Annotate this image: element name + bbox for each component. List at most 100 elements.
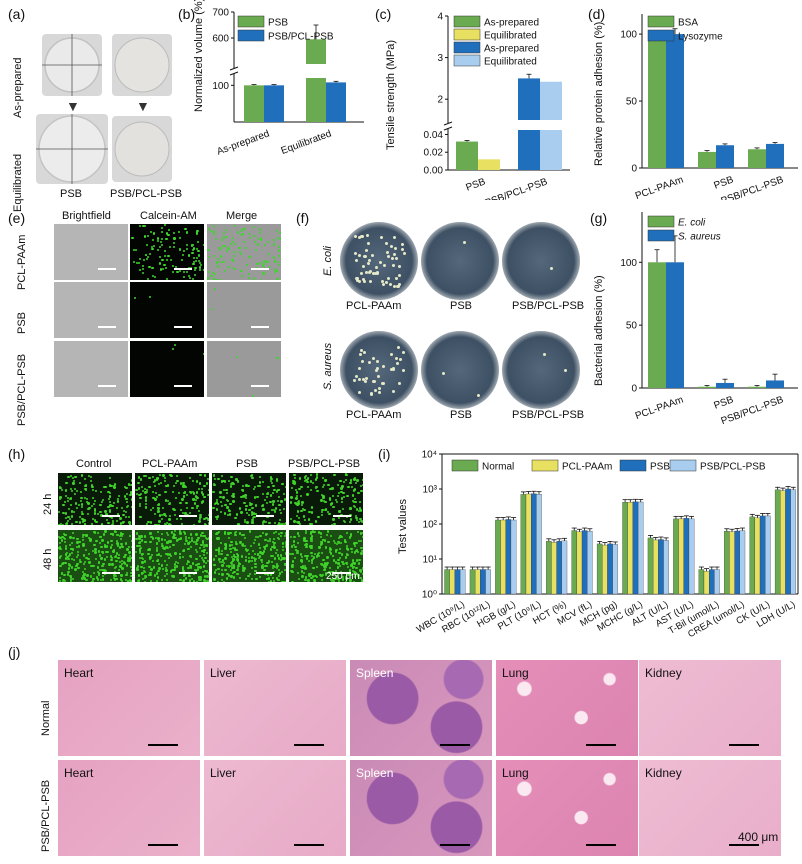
chart-g-ytick-label: 100	[620, 258, 637, 269]
chart-i-bar-psb-pcl-psb-alt-u-l	[663, 540, 669, 595]
chart-g-y-title: Bacterial adhesion (%)	[593, 275, 605, 386]
chart-g-legend-s-aureus-swatch	[647, 229, 675, 242]
chart-c-x-label-psb-pcl-psb: PSB/PCL-PSB	[484, 176, 550, 200]
tissue-label-liver: Liver	[210, 666, 237, 680]
micrograph-brightfield-pcl-psb	[54, 341, 128, 397]
chart-i-bar-normal-rbc-10-l	[469, 569, 476, 595]
petri-dish-ecoli-pcl-psb	[502, 222, 580, 300]
petri-dish-ecoli-pcl-paam	[340, 222, 418, 300]
chart-c-legend-1-swatch	[453, 28, 481, 41]
chart-b-ytick-label: 100	[212, 81, 229, 92]
chart-i-bar-pcl-paam-alt-u-l	[652, 539, 659, 595]
scale-bar	[174, 268, 192, 270]
chart-i-bar-psb-pcl-psb-t-bil-umol-l	[714, 569, 720, 595]
scale-bar	[294, 744, 324, 746]
panel-f-col-label-psb-top: PSB	[450, 300, 473, 312]
petri-dish-ecoli-psb	[421, 222, 499, 300]
micrograph-calcein-pcl-psb	[130, 341, 204, 397]
panel-j-row-label-normal: Normal	[40, 700, 52, 736]
chart-c-legend-2-label: As-prepared	[484, 44, 539, 55]
chart-i-bar-pcl-paam-crea-umol-l	[729, 531, 735, 595]
chart-i-bar-psb-mchc-g-l	[632, 501, 639, 595]
scale-bar	[729, 844, 759, 846]
chart-i-bar-pcl-paam-ast-u-l	[678, 518, 684, 595]
panel-c-label: (c)	[375, 6, 392, 22]
chart-i-bar-psb-pcl-psb-rbc-10-l	[485, 569, 491, 595]
scale-bar	[148, 744, 178, 746]
chart-b-legend-psb-swatch	[237, 15, 265, 28]
tissue-label-kidney: Kidney	[645, 766, 682, 780]
chart-i-bar-normal-wbc-10-l	[444, 569, 450, 595]
panel-b-label: (b)	[178, 6, 196, 22]
panel-h-col-label-pcl-psb: PSB/PCL-PSB	[288, 458, 361, 470]
scale-bar	[256, 572, 274, 574]
chart-i-bar-normal-alt-u-l	[647, 537, 654, 595]
chart-g-bar-e-coli-pcl-paam	[648, 262, 666, 388]
fluorescence-control-24h	[58, 473, 132, 525]
fluorescence-psb-48h	[212, 530, 286, 582]
chart-g-x-label-pcl-paam: PCL-PAAm	[634, 394, 685, 422]
arrow-down-icon: ▼	[136, 98, 150, 114]
chart-c-ytick-label: 0.02	[424, 148, 444, 159]
panel-i-label: (i)	[378, 446, 391, 462]
chart-i-bar-psb-pcl-psb-hgb-g-l	[510, 519, 517, 595]
tissue-label-heart: Heart	[64, 766, 94, 780]
panel-a-row-label-equilibrated: Equilibrated	[12, 153, 24, 212]
chart-i-bar-pcl-paam-rbc-10-l	[474, 569, 481, 595]
chart-i-bar-pcl-paam-hgb-g-l	[500, 519, 506, 595]
panel-e-row-label-pcl-psb: PSB/PCL-PSB	[16, 353, 28, 426]
chart-d-ytick-label: 100	[620, 30, 637, 41]
chart-i-bar-normal-crea-umol-l	[724, 531, 730, 595]
photo-pcl-psb-equilibrated	[112, 116, 172, 182]
chart-d-x-label-psb: PSB	[712, 174, 735, 191]
chart-i-bar-pcl-paam-plt-10-l	[525, 493, 532, 595]
chart-i-bar-pcl-paam-ldh-u-l	[780, 490, 786, 595]
chart-d-y-title: Relative protein adhesion (%)	[593, 22, 605, 166]
chart-i-bar-normal-mcv-fl	[571, 530, 577, 595]
fluorescence-pcl-paam-24h	[135, 473, 209, 525]
chart-b-legend-psb-label: PSB	[268, 18, 288, 29]
chart-c-ytick-label: 2	[437, 95, 443, 106]
panel-f-row-label-ecoli: E. coli	[322, 246, 334, 276]
micrograph-merge-pcl-psb	[207, 341, 281, 397]
scale-bar	[333, 572, 351, 574]
chart-i-legend-normal-label: Normal	[482, 462, 514, 473]
photo-pcl-psb-as-prepared	[112, 34, 172, 96]
panel-h-row-label-24h: 24 h	[42, 493, 54, 515]
chart-i-bar-psb-pcl-psb-mchc-g-l	[637, 501, 644, 595]
scale-bar	[251, 385, 269, 387]
scale-bar	[174, 326, 192, 328]
chart-i-bar-pcl-paam-wbc-10-l	[449, 569, 456, 595]
chart-d-ytick-label: 0	[631, 164, 637, 175]
chart-g-bar-s-aureus-pcl-paam	[666, 262, 684, 388]
fluorescence-psb-24h	[212, 473, 286, 525]
chart-c-axis-break-mark	[443, 126, 453, 131]
chart-i-bar-pcl-paam-mcv-fl	[576, 531, 583, 595]
chart-i-bar-normal-ast-u-l	[673, 518, 679, 595]
tissue-label-spleen: Spleen	[356, 766, 394, 780]
micrograph-brightfield-psb	[54, 282, 128, 338]
chart-i-bar-psb-pcl-psb-ast-u-l	[688, 518, 695, 595]
chart-b-axis-break-mark	[229, 71, 239, 76]
scale-bar	[440, 744, 470, 746]
tissue-label-kidney: Kidney	[645, 666, 682, 680]
petri-dish-saureus-pcl-paam	[340, 331, 418, 409]
chart-i-bar-psb-ck-u-l	[759, 515, 766, 595]
chart-c-legend-3-label: Equilibrated	[484, 57, 537, 68]
scale-bar	[102, 515, 120, 517]
panel-h-col-label-pcl-paam: PCL-PAAm	[142, 458, 198, 470]
he-stain-liver-pcl-psb: Liver	[204, 760, 346, 856]
chart-i-legend-psb-label: PSB	[650, 462, 670, 473]
chart-d-legend-lysozyme-swatch	[647, 29, 675, 42]
chart-d-legend-lysozyme-label: Lysozyme	[678, 32, 723, 43]
chart-b-bar-psb-pcl-psb-equilibrated	[326, 82, 346, 122]
chart-b-axis-break-mark	[229, 66, 239, 71]
chart-b-x-label-equilibrated: Equilibrated	[280, 128, 333, 156]
chart-i-bar-psb-pcl-psb-hct	[561, 540, 568, 595]
chart-i-bar-normal-t-bil-umol-l	[698, 569, 705, 595]
chart-d-bar-lysozyme-pcl-paam	[666, 34, 684, 168]
chart-d-bar-lysozyme-psb	[716, 145, 734, 168]
